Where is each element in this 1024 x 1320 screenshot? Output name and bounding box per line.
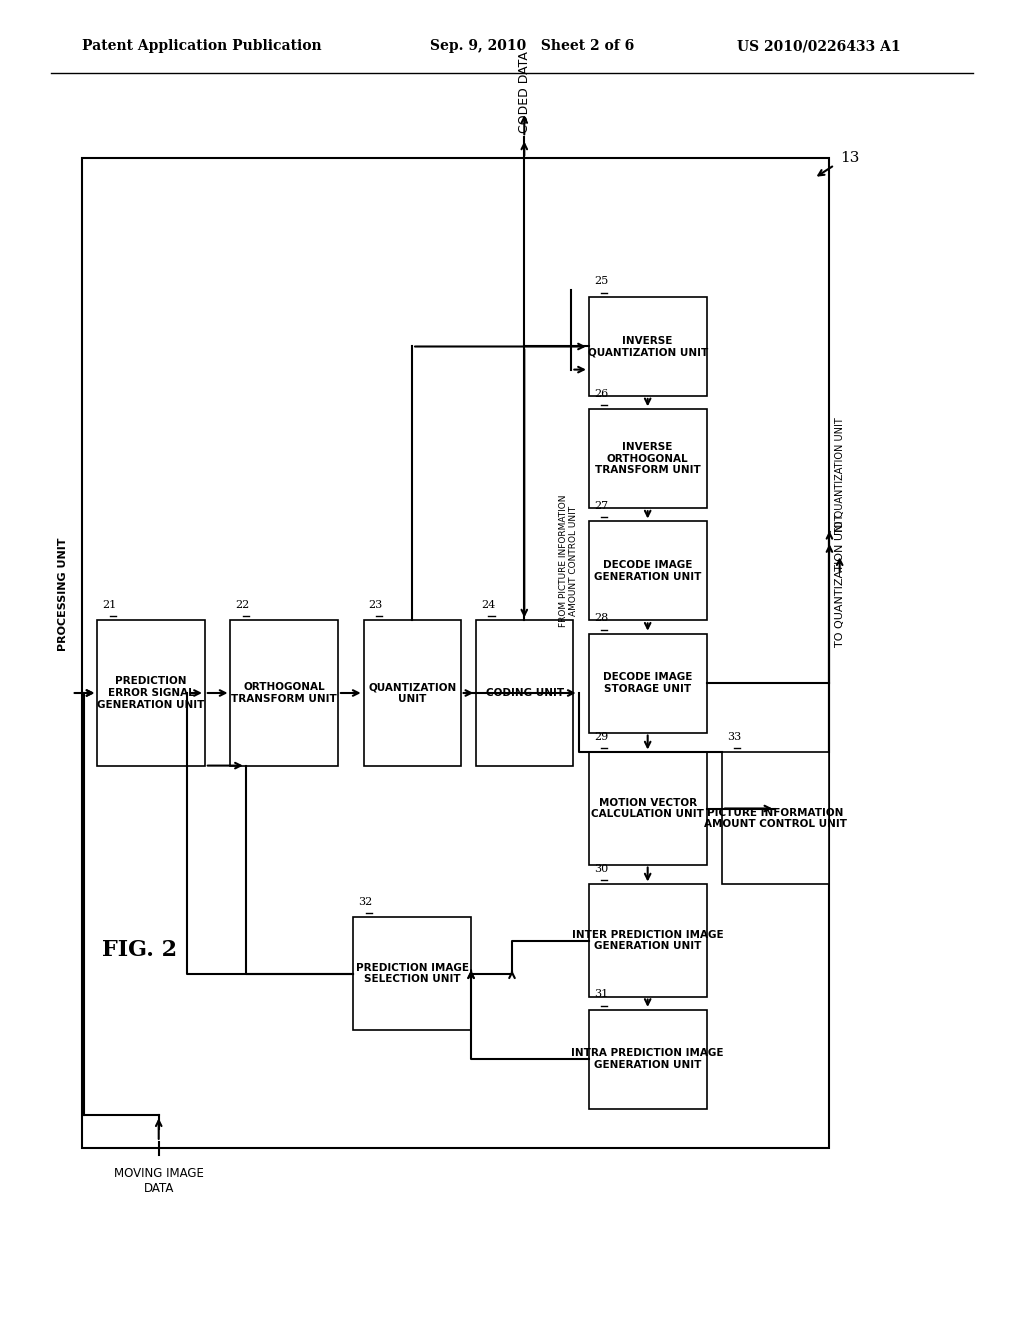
Text: MOTION VECTOR
CALCULATION UNIT: MOTION VECTOR CALCULATION UNIT: [591, 797, 705, 820]
FancyBboxPatch shape: [722, 752, 829, 884]
Text: 24: 24: [481, 599, 496, 610]
FancyBboxPatch shape: [353, 917, 471, 1030]
Text: 29: 29: [594, 731, 608, 742]
Text: FIG. 2: FIG. 2: [102, 940, 177, 961]
FancyBboxPatch shape: [589, 297, 707, 396]
Text: 32: 32: [358, 896, 373, 907]
Text: US 2010/0226433 A1: US 2010/0226433 A1: [737, 40, 901, 53]
Text: 30: 30: [594, 863, 608, 874]
Text: Patent Application Publication: Patent Application Publication: [82, 40, 322, 53]
Text: 26: 26: [594, 388, 608, 399]
FancyBboxPatch shape: [476, 620, 573, 766]
Text: 23: 23: [369, 599, 383, 610]
FancyBboxPatch shape: [589, 409, 707, 508]
FancyBboxPatch shape: [82, 158, 829, 1148]
Text: 22: 22: [236, 599, 250, 610]
Text: ORTHOGONAL
TRANSFORM UNIT: ORTHOGONAL TRANSFORM UNIT: [231, 682, 337, 704]
Text: INVERSE
ORTHOGONAL
TRANSFORM UNIT: INVERSE ORTHOGONAL TRANSFORM UNIT: [595, 442, 700, 475]
Text: FROM PICTURE INFORMATION
AMOUNT CONTROL UNIT: FROM PICTURE INFORMATION AMOUNT CONTROL …: [559, 495, 578, 627]
Text: 31: 31: [594, 989, 608, 999]
Text: INTER PREDICTION IMAGE
GENERATION UNIT: INTER PREDICTION IMAGE GENERATION UNIT: [571, 929, 724, 952]
FancyBboxPatch shape: [230, 620, 338, 766]
Text: DECODE IMAGE
GENERATION UNIT: DECODE IMAGE GENERATION UNIT: [594, 560, 701, 582]
FancyBboxPatch shape: [589, 521, 707, 620]
Text: PICTURE INFORMATION
AMOUNT CONTROL UNIT: PICTURE INFORMATION AMOUNT CONTROL UNIT: [705, 808, 847, 829]
Text: INTRA PREDICTION IMAGE
GENERATION UNIT: INTRA PREDICTION IMAGE GENERATION UNIT: [571, 1048, 724, 1071]
Text: 33: 33: [727, 731, 741, 742]
FancyBboxPatch shape: [589, 1010, 707, 1109]
Text: QUANTIZATION
UNIT: QUANTIZATION UNIT: [368, 682, 457, 704]
FancyBboxPatch shape: [364, 620, 461, 766]
Text: CODED DATA: CODED DATA: [518, 51, 530, 133]
Text: 13: 13: [840, 152, 859, 165]
Text: TO QUANTIZATION UNIT: TO QUANTIZATION UNIT: [835, 513, 845, 648]
Text: 27: 27: [594, 500, 608, 511]
Text: MOVING IMAGE
DATA: MOVING IMAGE DATA: [114, 1167, 204, 1196]
Text: 25: 25: [594, 276, 608, 286]
Text: PREDICTION
ERROR SIGNAL
GENERATION UNIT: PREDICTION ERROR SIGNAL GENERATION UNIT: [97, 676, 205, 710]
Text: INVERSE
QUANTIZATION UNIT: INVERSE QUANTIZATION UNIT: [588, 335, 708, 358]
Text: DECODE IMAGE
STORAGE UNIT: DECODE IMAGE STORAGE UNIT: [603, 672, 692, 694]
Text: Sep. 9, 2010   Sheet 2 of 6: Sep. 9, 2010 Sheet 2 of 6: [430, 40, 634, 53]
Text: PREDICTION IMAGE
SELECTION UNIT: PREDICTION IMAGE SELECTION UNIT: [355, 962, 469, 985]
Text: 28: 28: [594, 612, 608, 623]
Text: TO QUANTIZATION UNIT: TO QUANTIZATION UNIT: [835, 417, 845, 533]
Text: PROCESSING UNIT: PROCESSING UNIT: [58, 537, 69, 651]
FancyBboxPatch shape: [589, 752, 707, 865]
FancyBboxPatch shape: [97, 620, 205, 766]
Text: 21: 21: [102, 599, 117, 610]
FancyBboxPatch shape: [589, 884, 707, 997]
Text: CODING UNIT: CODING UNIT: [485, 688, 564, 698]
FancyBboxPatch shape: [589, 634, 707, 733]
